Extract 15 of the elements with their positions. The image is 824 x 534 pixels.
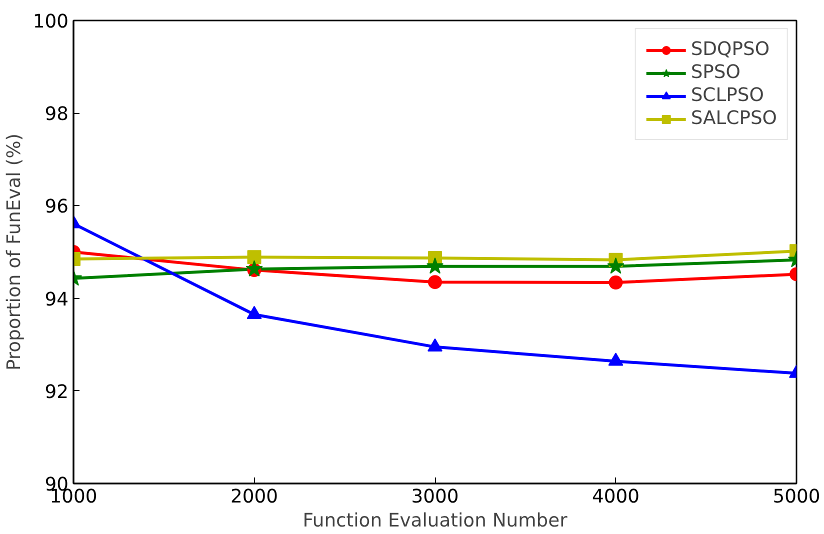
legend-label: SPSO [690, 62, 740, 83]
y-axis-title: Proportion of FunEval (%) [4, 133, 25, 371]
y-tick-label: 92 [44, 382, 69, 403]
legend-label: SCLPSO [690, 85, 764, 106]
y-tick-label: 94 [44, 289, 69, 310]
legend-label: SALCPSO [690, 108, 777, 129]
x-tick-label: 5000 [772, 486, 820, 508]
legend-label: SDQPSO [690, 39, 770, 60]
x-tick-label: 2000 [230, 486, 278, 508]
x-tick-label: 4000 [592, 486, 640, 508]
y-tick-label: 96 [44, 196, 69, 218]
y-tick-label: 98 [44, 104, 69, 126]
x-axis-title: Function Evaluation Number [302, 510, 568, 532]
x-tick-label: 3000 [411, 486, 459, 508]
y-tick-label: 100 [32, 12, 68, 32]
